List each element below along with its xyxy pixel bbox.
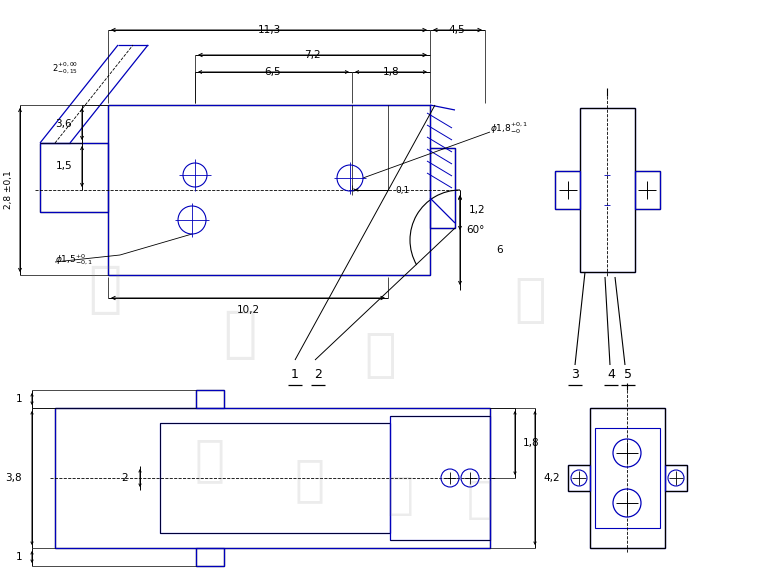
- Text: 11,3: 11,3: [257, 25, 281, 35]
- Text: 3,8: 3,8: [5, 473, 22, 483]
- Text: 2: 2: [314, 369, 322, 381]
- Text: 1,2: 1,2: [469, 205, 485, 215]
- Text: 4,5: 4,5: [449, 25, 465, 35]
- Bar: [665, 465, 687, 491]
- Text: 2,8 ±0,1: 2,8 ±0,1: [4, 171, 12, 209]
- Text: 4,2: 4,2: [543, 473, 559, 483]
- Bar: [590, 408, 665, 548]
- Text: 1: 1: [15, 552, 22, 562]
- Text: 6,5: 6,5: [265, 67, 282, 77]
- Text: 2$^{+0,00}_{-0,15}$: 2$^{+0,00}_{-0,15}$: [52, 60, 78, 76]
- Text: 一: 一: [387, 473, 414, 516]
- Text: 1: 1: [291, 369, 299, 381]
- Text: 4: 4: [607, 369, 615, 381]
- Text: 1,8: 1,8: [383, 67, 399, 77]
- Text: 温: 温: [195, 436, 225, 484]
- Text: 7,2: 7,2: [304, 50, 320, 60]
- Text: 一: 一: [364, 329, 396, 381]
- Bar: [568, 465, 590, 491]
- Text: 1: 1: [15, 394, 22, 404]
- Bar: [580, 108, 635, 272]
- Text: 6: 6: [497, 245, 504, 255]
- Text: 0,1: 0,1: [395, 186, 409, 194]
- Text: 5: 5: [624, 369, 632, 381]
- Text: 温: 温: [89, 263, 121, 317]
- Text: 1,5: 1,5: [56, 161, 72, 171]
- Text: 1,8: 1,8: [523, 438, 539, 448]
- Text: $\phi$1,5$^{+0}_{-0,1}$: $\phi$1,5$^{+0}_{-0,1}$: [55, 252, 93, 267]
- Text: $\phi$1,8$^{+0,1}_{-0}$: $\phi$1,8$^{+0,1}_{-0}$: [490, 120, 528, 136]
- Text: 60°: 60°: [466, 225, 485, 235]
- Bar: [635, 171, 660, 209]
- Text: 建: 建: [467, 478, 494, 522]
- Bar: [196, 390, 224, 408]
- Bar: [555, 171, 580, 209]
- Bar: [40, 143, 108, 212]
- Text: 州: 州: [224, 308, 256, 362]
- Text: 10,2: 10,2: [237, 305, 259, 315]
- Bar: [55, 408, 490, 548]
- Text: 2: 2: [121, 473, 128, 483]
- Bar: [160, 423, 390, 533]
- Text: 州: 州: [295, 456, 325, 504]
- Text: 建: 建: [514, 274, 546, 326]
- Bar: [108, 105, 430, 275]
- Bar: [390, 416, 490, 540]
- Text: 3,6: 3,6: [56, 119, 72, 129]
- Bar: [430, 148, 455, 228]
- Bar: [196, 548, 224, 566]
- Bar: [595, 428, 660, 528]
- Text: 3: 3: [571, 369, 579, 381]
